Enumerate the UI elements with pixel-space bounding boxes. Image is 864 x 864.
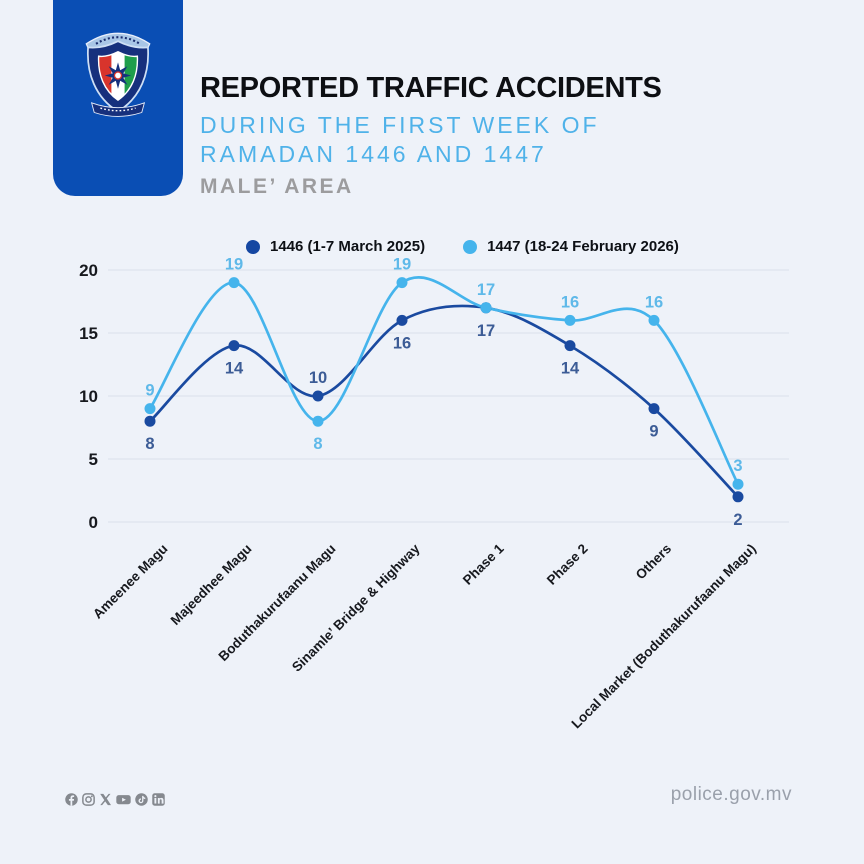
data-point-1446 bbox=[396, 314, 408, 326]
value-label: 19 bbox=[225, 256, 243, 274]
social-icons-row bbox=[64, 792, 166, 807]
area-label: MALE’ AREA bbox=[200, 175, 354, 198]
y-axis-tick-label: 0 bbox=[89, 513, 98, 532]
value-label: 16 bbox=[645, 293, 663, 311]
legend-label-1446: 1446 (1-7 March 2025) bbox=[270, 238, 426, 255]
data-point-1447 bbox=[564, 314, 576, 326]
value-label: 16 bbox=[393, 334, 411, 352]
legend-label-1447: 1447 (18-24 February 2026) bbox=[487, 238, 679, 255]
y-axis-tick-label: 15 bbox=[79, 324, 98, 343]
facebook-icon[interactable] bbox=[64, 792, 79, 807]
data-point-1447 bbox=[144, 403, 156, 415]
data-point-1446 bbox=[144, 415, 156, 427]
y-axis-tick-label: 20 bbox=[79, 261, 98, 280]
police-crest-logo bbox=[85, 32, 151, 117]
legend-item-1446: 1446 (1-7 March 2025) bbox=[246, 238, 425, 255]
value-label: 10 bbox=[309, 369, 327, 387]
legend-item-1447: 1447 (18-24 February 2026) bbox=[463, 238, 679, 255]
value-label: 2 bbox=[733, 511, 742, 529]
y-axis-tick-label: 5 bbox=[89, 450, 98, 469]
police-badge-panel bbox=[53, 0, 183, 196]
data-point-1446 bbox=[648, 403, 660, 415]
value-label: 17 bbox=[477, 281, 495, 299]
data-point-1447 bbox=[480, 302, 492, 314]
value-label: 16 bbox=[561, 293, 579, 311]
value-label: 14 bbox=[561, 360, 580, 378]
data-point-1447 bbox=[312, 415, 324, 427]
value-label: 9 bbox=[145, 382, 154, 400]
series-line-1446 bbox=[148, 304, 740, 499]
tiktok-icon[interactable] bbox=[134, 792, 149, 807]
data-point-1447 bbox=[732, 478, 744, 490]
subtitle-line-2: RAMADAN 1446 AND 1447 bbox=[200, 141, 547, 167]
instagram-icon[interactable] bbox=[81, 792, 96, 807]
header: REPORTED TRAFFIC ACCIDENTS DURING THE FI… bbox=[200, 72, 662, 199]
subtitle-line-1: DURING THE FIRST WEEK OF bbox=[200, 112, 600, 138]
value-label: 9 bbox=[649, 423, 658, 441]
data-point-1446 bbox=[228, 340, 240, 352]
chart-legend: 1446 (1-7 March 2025) 1447 (18-24 Februa… bbox=[246, 238, 679, 255]
youtube-icon[interactable] bbox=[115, 792, 132, 807]
data-point-1446 bbox=[564, 340, 576, 352]
value-label: 14 bbox=[225, 360, 244, 378]
data-point-1447 bbox=[396, 277, 408, 289]
legend-dot-1447-icon bbox=[463, 239, 478, 254]
value-label: 8 bbox=[145, 435, 154, 453]
data-point-1447 bbox=[648, 314, 660, 326]
data-point-1446 bbox=[312, 390, 324, 402]
value-label: 19 bbox=[393, 256, 411, 274]
data-point-1447 bbox=[228, 277, 240, 289]
legend-dot-1446-icon bbox=[246, 239, 260, 254]
x-icon[interactable] bbox=[98, 792, 113, 807]
page-title: REPORTED TRAFFIC ACCIDENTS bbox=[200, 72, 662, 104]
y-axis-tick-label: 10 bbox=[79, 387, 98, 406]
data-point-1446 bbox=[732, 491, 744, 503]
value-label: 17 bbox=[477, 322, 495, 340]
website-url: police.gov.mv bbox=[670, 784, 792, 805]
value-label: 3 bbox=[733, 457, 742, 475]
value-label: 8 bbox=[313, 435, 322, 453]
linkedin-icon[interactable] bbox=[151, 792, 166, 807]
